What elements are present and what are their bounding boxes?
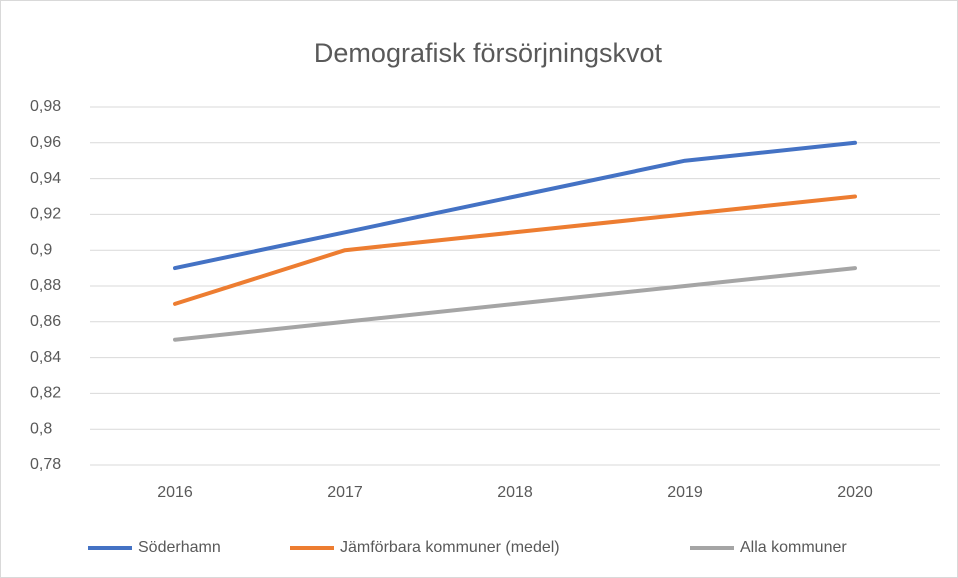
legend-label: Alla kommuner bbox=[740, 539, 847, 556]
data-line bbox=[173, 140, 857, 271]
y-tick-label: 0,8 bbox=[30, 420, 52, 437]
data-line bbox=[173, 194, 857, 306]
chart-title: Demografisk försörjningskvot bbox=[314, 38, 663, 68]
y-tick-label: 0,84 bbox=[30, 349, 61, 366]
x-tick-label: 2016 bbox=[157, 484, 193, 501]
y-tick-label: 0,78 bbox=[30, 456, 61, 473]
x-tick-label: 2018 bbox=[497, 484, 533, 501]
y-tick-label: 0,82 bbox=[30, 385, 61, 402]
y-tick-label: 0,88 bbox=[30, 277, 61, 294]
x-tick-label: 2017 bbox=[327, 484, 363, 501]
legend-label: Jämförbara kommuner (medel) bbox=[340, 539, 560, 556]
x-tick-label: 2020 bbox=[837, 484, 873, 501]
y-tick-label: 0,9 bbox=[30, 241, 52, 258]
data-line bbox=[173, 266, 857, 342]
legend-label: Söderhamn bbox=[138, 539, 221, 556]
x-tick-label: 2019 bbox=[667, 484, 703, 501]
y-tick-label: 0,94 bbox=[30, 170, 61, 187]
y-tick-label: 0,86 bbox=[30, 313, 61, 330]
y-tick-label: 0,92 bbox=[30, 206, 61, 223]
y-tick-label: 0,98 bbox=[30, 98, 61, 115]
y-tick-label: 0,96 bbox=[30, 134, 61, 151]
